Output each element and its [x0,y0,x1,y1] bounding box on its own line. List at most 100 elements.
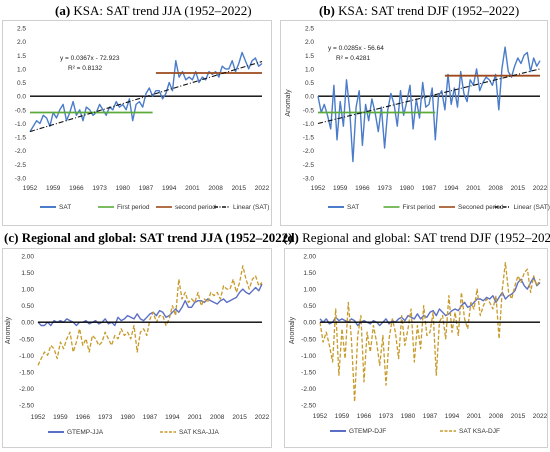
y-tick-label: -0.5 [303,107,315,114]
series-line-gtemp-djf [319,276,541,327]
x-tick-label: 1994 [165,414,180,421]
x-tick-label: 2015 [232,414,247,421]
x-tick-label: 2022 [533,185,548,192]
x-tick-label: 1966 [355,185,370,192]
x-tick-label: 1980 [401,413,416,420]
y-tick-label: -2.00 [19,386,34,393]
legend-label: Seconed period [458,204,504,211]
x-tick-label: 1959 [53,414,68,421]
x-tick-label: 2008 [208,185,223,192]
y-tick-label: -1.00 [301,353,316,360]
x-tick-label: 1973 [98,414,113,421]
y-tick-label: 1.0 [305,66,314,73]
chart-letter-d: (d) [283,230,299,245]
y-tick-label: -1.0 [303,121,315,128]
chart-letter-a: (a) [55,3,71,18]
x-tick-label: 2008 [489,413,504,420]
y-tick-label: 0.5 [305,80,314,87]
y-tick-label: 0.0 [305,94,314,101]
x-tick-label: 1980 [400,185,415,192]
x-tick-label: 1987 [423,413,438,420]
y-tick-label: -3.0 [15,176,27,183]
y-tick-label: -2.00 [301,386,316,393]
trendline-equation: y = 0.0367x - 72.923 [60,55,120,62]
x-tick-label: 2015 [511,185,526,192]
x-tick-label: 2008 [210,414,225,421]
y-tick-label: -2.0 [15,148,27,155]
trendline-equation: R² = 0.4281 [336,55,371,62]
y-tick-label: -1.5 [303,135,315,142]
y-tick-label: -2.50 [19,403,34,410]
x-tick-label: 1952 [313,413,328,420]
chart-frame-b [280,20,548,226]
y-tick-label: -0.50 [19,336,34,343]
legend-label: SAT KSA-DJF [459,428,500,435]
x-tick-label: 2001 [185,185,200,192]
x-tick-label: 1952 [31,414,46,421]
x-tick-label: 1987 [143,414,158,421]
legend-label: First period [117,204,150,211]
x-tick-label: 2022 [255,414,270,421]
x-tick-label: 1966 [76,414,91,421]
y-tick-label: 0.00 [303,320,316,327]
legend-label: Linear (SAT) [233,204,269,211]
series-line-sat-ksa-djf [319,261,541,403]
y-tick-label: -2.50 [301,403,316,410]
y-axis-label: Anomaly [285,89,292,117]
y-tick-label: 1.5 [17,53,26,60]
y-tick-label: -1.50 [19,369,34,376]
y-tick-label: 1.5 [305,53,314,60]
x-tick-label: 1994 [162,185,177,192]
series-line-sat [29,51,263,132]
legend-label: First period [403,204,436,211]
y-tick-label: 1.00 [303,287,316,294]
x-tick-label: 1994 [444,185,459,192]
x-tick-label: 1973 [379,413,394,420]
x-tick-label: 1952 [311,185,326,192]
chart-title-a: (a) KSA: SAT trend JJA (1952–2022) [55,3,252,19]
chart-title-b: (b) KSA: SAT trend DJF (1952–2022) [319,3,519,19]
y-tick-label: 2.00 [21,254,34,261]
y-tick-label: -1.00 [19,353,34,360]
chart-letter-b: (b) [319,3,335,18]
x-tick-label: 1959 [335,413,350,420]
chart-frame-a [2,20,272,226]
x-tick-label: 1980 [116,185,131,192]
chart-title-text-c: Regional and global: SAT trend JJA (1952… [21,230,293,245]
legend-label: SAT KSA-JJA [179,429,220,436]
y-tick-label: 0.5 [17,80,26,87]
x-tick-label: 1952 [23,185,38,192]
x-tick-label: 2022 [533,413,548,420]
y-tick-label: -1.5 [15,135,27,142]
y-tick-label: 1.50 [303,270,316,277]
series-line-sat-ksa-jja [37,265,263,366]
x-tick-label: 2022 [255,185,270,192]
y-tick-label: 1.50 [21,270,34,277]
y-tick-label: 0.0 [17,94,26,101]
legend-label: GTEMP-DJF [349,428,386,435]
chart-frame-d [284,248,548,448]
chart-title-text-b: KSA: SAT trend DJF (1952–2022) [338,3,520,18]
y-axis-label: Anomaly [289,316,296,344]
x-tick-label: 1987 [422,185,437,192]
y-tick-label: 0.00 [21,320,34,327]
x-tick-label: 1987 [139,185,154,192]
chart-letter-c: (c) [4,230,19,245]
trend-line [317,68,541,125]
trendline-equation: y = 0.0285x - 56.64 [328,45,384,52]
y-tick-label: -1.50 [301,369,316,376]
x-tick-label: 2001 [188,414,203,421]
legend-label: GTEMP-JJA [67,429,104,436]
x-tick-label: 1973 [92,185,107,192]
legend-label: SAT [347,204,359,211]
y-tick-label: -2.5 [303,162,315,169]
x-tick-label: 2015 [232,185,247,192]
x-tick-label: 1980 [120,414,135,421]
y-tick-label: 2.0 [305,39,314,46]
trendline-equation: R² = 0.8132 [68,65,103,72]
y-axis-label: Anomaly [5,316,12,344]
